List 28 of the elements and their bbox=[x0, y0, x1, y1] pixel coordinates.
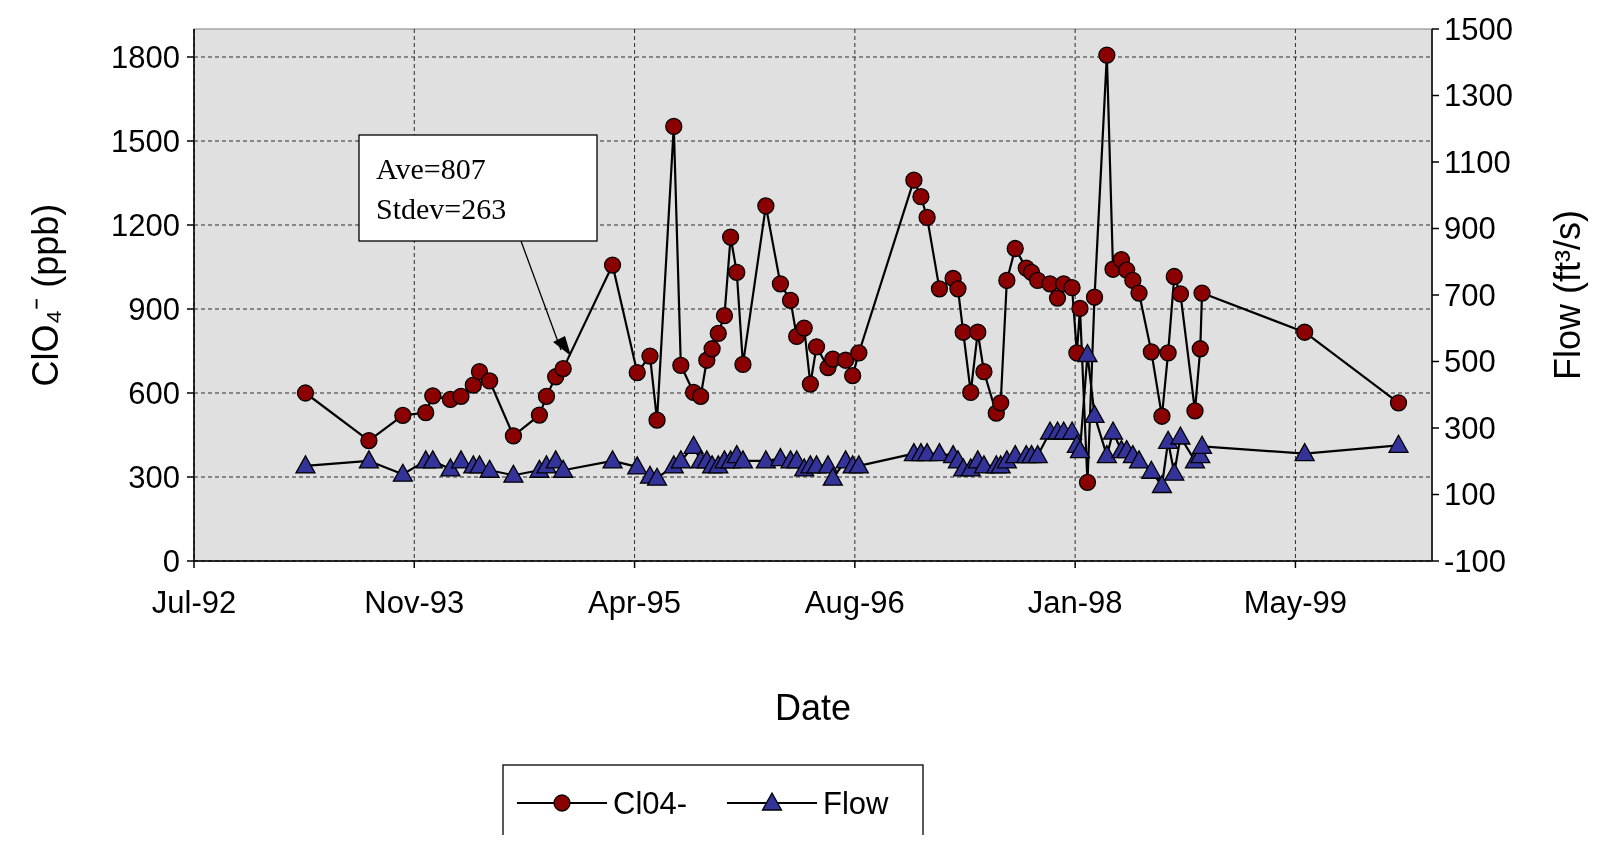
legend-label: Flow bbox=[823, 785, 890, 821]
x-tick-label: Jan-98 bbox=[1027, 585, 1123, 620]
x-tick-label: May-99 bbox=[1243, 585, 1348, 620]
y2-tick-label: 1300 bbox=[1444, 78, 1513, 113]
y2-tick-label: 1100 bbox=[1444, 144, 1511, 180]
y2-tick-label: -100 bbox=[1444, 543, 1507, 579]
y-tick-label: 900 bbox=[128, 291, 180, 327]
y-tick-label: 1500 bbox=[111, 123, 180, 159]
x-tick-label: Nov-93 bbox=[364, 585, 465, 620]
y2-tick-label: 300 bbox=[1444, 410, 1496, 446]
y2-tick-label: 1500 bbox=[1444, 11, 1513, 47]
x-tick-label: Apr-95 bbox=[588, 585, 682, 620]
y-tick-label: 300 bbox=[128, 459, 180, 495]
y-tick-label: 0 bbox=[162, 543, 180, 579]
y-tick-label: 1800 bbox=[111, 39, 180, 75]
y2-axis-title: Flow (ft³/s) bbox=[1547, 210, 1588, 380]
annotation: Ave=807 Stdev=263 bbox=[376, 152, 507, 225]
y-tick-label: 600 bbox=[128, 375, 180, 411]
y2-tick-label: 500 bbox=[1444, 344, 1496, 379]
y-tick-label: 1200 bbox=[111, 207, 180, 243]
y2-tick-label: 900 bbox=[1444, 211, 1496, 246]
legend-label: Cl04- bbox=[613, 785, 688, 821]
y2-tick-label: 700 bbox=[1444, 277, 1496, 313]
x-axis-title: Date bbox=[774, 687, 852, 728]
x-tick-label: Aug-96 bbox=[804, 585, 905, 620]
y-axis-title: ClO₄⁻ (ppb) bbox=[25, 203, 66, 387]
x-tick-label: Jul-92 bbox=[151, 585, 237, 620]
y2-tick-label: 100 bbox=[1444, 477, 1496, 512]
